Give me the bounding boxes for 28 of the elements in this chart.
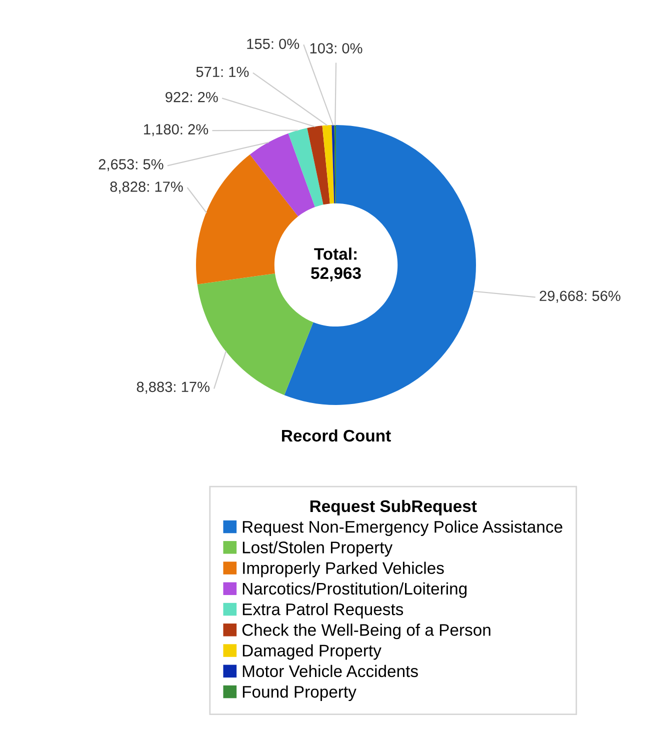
donut-slice [307,126,330,205]
data-label: 8,828: 17% [110,182,183,194]
donut-slice [250,133,316,216]
text: Record Count [282,429,391,442]
text: Total: 52,963 [311,248,361,282]
legend-label: Request Non-Emergency Police Assistance [242,520,562,536]
legend-label: Lost/Stolen Property [242,541,393,557]
legend-title: Request SubRequest [310,500,477,516]
donut-slice [196,154,298,284]
data-label: 2,653: 5% [98,159,164,172]
legend-label: Narcotics/Prostitution/Loitering [242,582,467,598]
donut-slice [322,125,334,204]
data-label: 571: 1% [196,66,249,78]
data-label: 103: 0% [310,43,362,54]
donut-slice [288,128,324,208]
legend-label: Damaged Property [242,644,382,660]
data-label: 29,668: 56% [540,290,620,303]
data-label: 1,180: 2% [144,124,208,136]
legend-label: Improperly Parked Vehicles [243,562,444,578]
donut-slice [332,124,336,204]
donut-slice [284,124,476,405]
data-label: 8,883: 17% [136,382,210,394]
legend-label: Found Property [242,685,356,702]
legend-label: Check the Well-Being of a Person [242,624,490,640]
data-label: 155: 0% [247,38,300,50]
legend-label: Motor Vehicle Accidents [242,664,418,678]
data-label: 922: 2% [166,92,218,102]
legend-label: Extra Patrol Requests [242,602,404,619]
